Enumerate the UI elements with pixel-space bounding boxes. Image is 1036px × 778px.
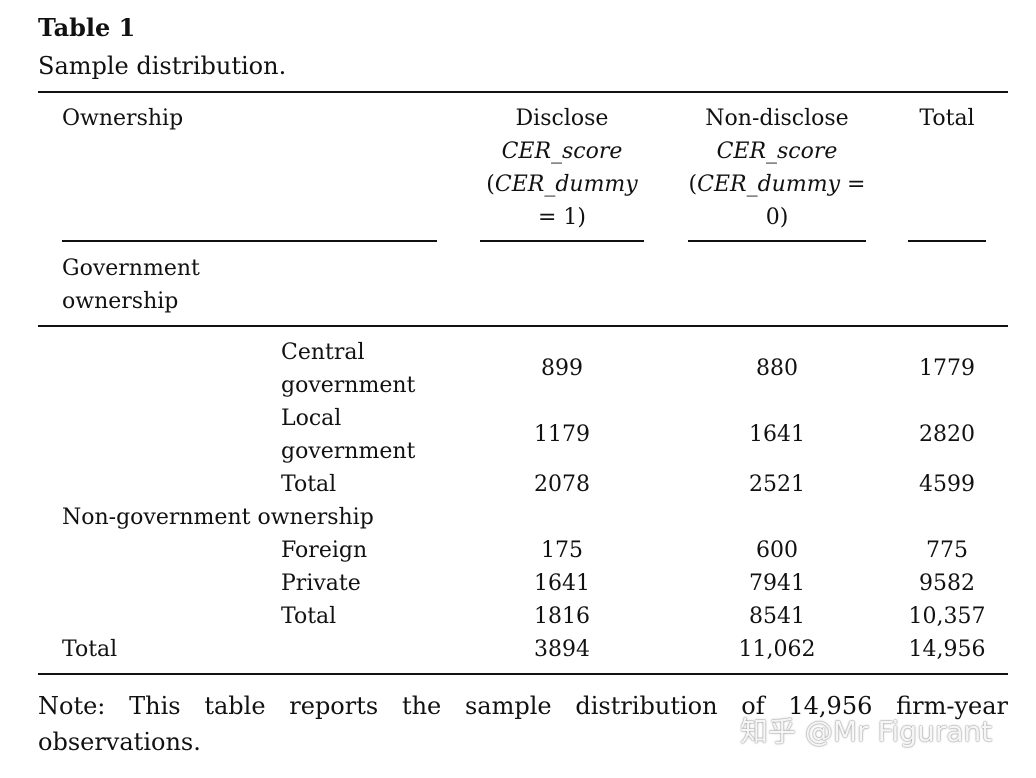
header-total: Total (919, 106, 975, 131)
top-rule (38, 91, 1008, 93)
bottom-rule (38, 673, 1008, 675)
header-underline-total (908, 240, 986, 242)
section-nongovernment-ownership: Non-government ownership (62, 505, 374, 530)
mid-rule (38, 325, 1008, 327)
header-ownership: Ownership (62, 106, 184, 131)
table-note: Note: This table reports the sample dist… (38, 692, 1008, 756)
table-caption: Sample distribution. (38, 52, 287, 80)
header-underline-disclose (480, 240, 644, 242)
header-underline-nondisclose (688, 240, 866, 242)
watermark: 知乎 @Mr Figurant (740, 715, 993, 748)
table-label: Table 1 (38, 13, 136, 42)
header-underline-ownership (62, 240, 437, 242)
